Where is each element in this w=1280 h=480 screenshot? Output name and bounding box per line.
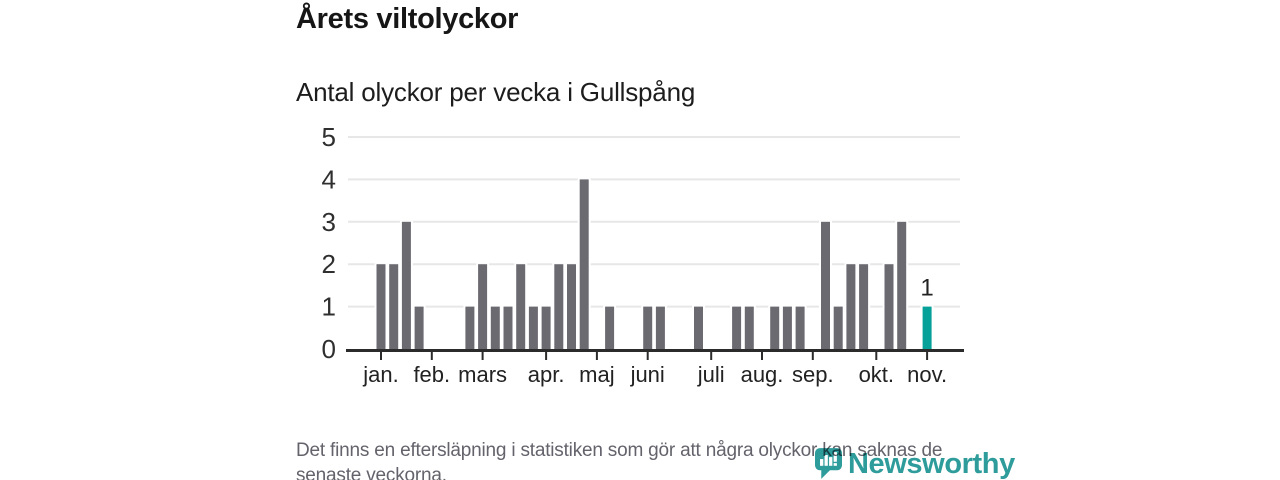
weekly-accidents-bar-chart: 0 1 2 3 4 5 jan. feb. mars apr. maj juni juli aug. sep…	[296, 120, 980, 390]
x-axis-tick-label: feb.	[413, 362, 450, 387]
x-axis-tick-label: juni	[630, 362, 665, 387]
bar	[770, 306, 780, 349]
newsworthy-logo: Newsworthy	[815, 448, 1015, 479]
y-axis-tick-label: 3	[322, 207, 336, 237]
bar	[465, 306, 475, 349]
bar	[795, 306, 805, 349]
footnote: Det finns en eftersläpning i statistiken…	[296, 440, 943, 480]
bar	[389, 264, 399, 349]
bar	[528, 306, 538, 349]
x-axis-tick-label: jan.	[362, 362, 398, 387]
bar	[401, 221, 411, 349]
y-axis-tick-label: 2	[322, 249, 336, 279]
x-axis-tick-label: juli	[697, 362, 725, 387]
bar	[503, 306, 513, 349]
bar	[643, 306, 653, 349]
bar	[821, 221, 830, 349]
bar	[478, 264, 488, 349]
bar	[516, 264, 526, 349]
bar	[490, 306, 500, 349]
bar	[884, 264, 894, 349]
x-axis-tick-label: aug.	[741, 362, 784, 387]
newsworthy-logo-icon	[815, 448, 842, 479]
chart-title: Årets viltolyckor	[296, 3, 519, 35]
bar-value-annotation: 1	[920, 275, 933, 302]
bar	[376, 264, 386, 349]
bar	[732, 306, 742, 349]
bar	[414, 306, 424, 349]
highlighted-bar	[922, 306, 932, 349]
y-axis-tick-label: 1	[322, 292, 336, 322]
chart-subtitle: Antal olyckor per vecka i Gullspång	[296, 77, 696, 107]
bar	[655, 306, 665, 349]
bar	[567, 264, 576, 349]
y-axis-tick-label: 0	[322, 334, 336, 364]
x-axis-tick-label: maj	[579, 362, 614, 387]
x-axis-tick-label: nov.	[907, 362, 947, 387]
bar	[846, 264, 856, 349]
x-axis-tick-label: sep.	[792, 362, 834, 387]
x-axis-tick-label: apr.	[528, 362, 565, 387]
bar	[579, 179, 589, 349]
bar	[782, 306, 792, 349]
bar-chart-canvas: 0 1 2 3 4 5 jan. feb. mars apr. maj juni juli aug. sep…	[322, 122, 964, 387]
y-axis-tick-label: 5	[322, 122, 336, 152]
x-axis-tick-label: okt.	[859, 362, 894, 387]
x-axis-tick-label: mars	[458, 362, 507, 387]
bar	[897, 221, 907, 349]
bar	[541, 306, 551, 349]
bar	[744, 306, 754, 349]
bar	[605, 306, 615, 349]
bar	[694, 306, 703, 349]
bar	[554, 264, 564, 349]
y-axis-tick-label: 4	[322, 164, 336, 194]
newsworthy-logo-text: Newsworthy	[848, 447, 1015, 480]
bar	[833, 306, 843, 349]
bar	[859, 264, 869, 349]
